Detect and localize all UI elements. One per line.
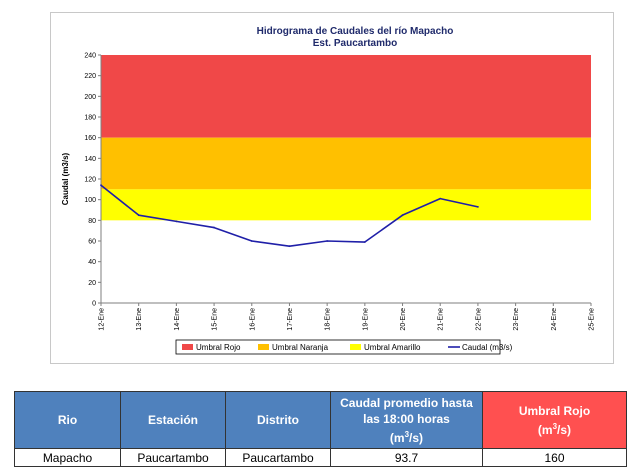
legend-swatch xyxy=(350,344,361,350)
series-layer xyxy=(100,184,479,248)
x-tick-label: 14-Ene xyxy=(174,308,181,331)
legend-swatch xyxy=(258,344,269,350)
x-tick-label: 17-Ene xyxy=(287,308,294,331)
y-tick-label: 0 xyxy=(92,301,96,308)
band-umbral-rojo xyxy=(101,55,591,138)
legend-label: Caudal (m3/s) xyxy=(462,343,513,352)
y-tick-label: 160 xyxy=(84,135,96,142)
table-header-row: Rio Estación Distrito Caudal promedio ha… xyxy=(14,391,627,449)
band-umbral-amarillo xyxy=(101,189,591,221)
cell-distrito: Paucartambo xyxy=(225,448,331,467)
cell-estacion: Paucartambo xyxy=(120,448,226,467)
x-tick-label: 24-Ene xyxy=(551,308,558,331)
chart-legend: Umbral Rojo Umbral Naranja Umbral Amarillo… xyxy=(175,339,513,355)
x-tick-label: 15-Ene xyxy=(212,308,219,331)
y-tick-label: 200 xyxy=(84,94,96,101)
legend-label: Umbral Amarillo xyxy=(364,343,421,352)
y-tick-label: 100 xyxy=(84,197,96,204)
data-point xyxy=(401,214,404,217)
header-caudal-unit-base: (m xyxy=(389,430,405,445)
header-umbral-unit: (m3/s) xyxy=(537,421,572,437)
x-tick-label: 12-Ene xyxy=(99,308,106,331)
x-tick-label: 21-Ene xyxy=(438,308,445,331)
threshold-bands xyxy=(101,55,591,221)
cell-caudal-promedio: 93.7 xyxy=(330,448,483,467)
y-tick-label: 220 xyxy=(84,73,96,80)
y-tick-label: 140 xyxy=(84,156,96,163)
y-tick-label: 40 xyxy=(88,259,96,266)
chart-subtitle: Est. Paucartambo xyxy=(313,38,397,49)
header-caudal-promedio-label: Caudal promedio hasta las 18:00 horas xyxy=(340,395,473,426)
y-tick-label: 60 xyxy=(88,239,96,246)
data-point xyxy=(439,197,442,200)
y-tick-label: 20 xyxy=(88,280,96,287)
table-row: Mapacho Paucartambo Paucartambo 93.7 160 xyxy=(14,448,627,467)
data-point xyxy=(213,226,215,229)
header-caudal-promedio: Caudal promedio hasta las 18:00 horas (m… xyxy=(330,391,483,449)
header-caudal-unit: (m3/s) xyxy=(389,429,424,445)
data-point xyxy=(250,240,253,242)
header-umbral-rojo: Umbral Rojo (m3/s) xyxy=(482,391,627,449)
header-caudal-unit-end: /s) xyxy=(409,430,424,445)
y-tick-label: 180 xyxy=(84,115,96,122)
chart-axes: 0 20 40 60 80 100 120 140 160 180 200 220 240 12-Ene 1… xyxy=(84,53,595,331)
y-axis-label: Caudal (m3/s) xyxy=(61,152,70,205)
header-umbral-unit-sup: 3 xyxy=(552,421,558,431)
x-tick-label: 23-Ene xyxy=(513,308,520,331)
header-estacion: Estación xyxy=(120,391,226,449)
legend-box xyxy=(175,339,501,355)
header-umbral-unit-base: (m xyxy=(537,422,553,437)
chart-title: Hidrograma de Caudales del río Mapacho xyxy=(257,26,454,37)
header-distrito: Distrito xyxy=(225,391,331,449)
data-point xyxy=(363,241,366,243)
x-tick-label: 22-Ene xyxy=(475,308,482,331)
data-point xyxy=(477,206,479,208)
data-point xyxy=(326,240,329,242)
x-tick-label: 25-Ene xyxy=(589,308,596,331)
data-point xyxy=(288,245,291,248)
header-caudal-unit-sup: 3 xyxy=(404,429,410,439)
legend-swatch xyxy=(182,344,193,350)
summary-table: Rio Estación Distrito Caudal promedio ha… xyxy=(14,391,627,467)
legend-label: Umbral Rojo xyxy=(196,343,241,352)
header-umbral-rojo-label: Umbral Rojo xyxy=(518,403,591,418)
header-umbral-unit-end: /s) xyxy=(557,422,572,437)
hydrograph-chart: Hidrograma de Caudales del río Mapacho E… xyxy=(61,26,596,355)
data-point xyxy=(175,220,178,223)
x-tick-label: 19-Ene xyxy=(362,308,369,331)
cell-rio: Mapacho xyxy=(14,448,121,467)
header-rio: Rio xyxy=(14,391,121,449)
x-tick-label: 13-Ene xyxy=(136,308,143,331)
data-point xyxy=(100,184,102,187)
band-umbral-naranja xyxy=(101,137,591,190)
x-tick-label: 18-Ene xyxy=(325,308,332,331)
cell-umbral-rojo: 160 xyxy=(482,448,627,467)
x-tick-label: 16-Ene xyxy=(249,308,256,331)
y-tick-label: 80 xyxy=(88,218,96,225)
chart-frame: Hidrograma de Caudales del río Mapacho E… xyxy=(50,12,614,364)
x-tick-label: 20-Ene xyxy=(400,308,407,331)
y-tick-label: 120 xyxy=(84,177,96,184)
data-point xyxy=(137,214,140,217)
y-tick-label: 240 xyxy=(84,53,96,60)
legend-label: Umbral Naranja xyxy=(272,343,329,352)
